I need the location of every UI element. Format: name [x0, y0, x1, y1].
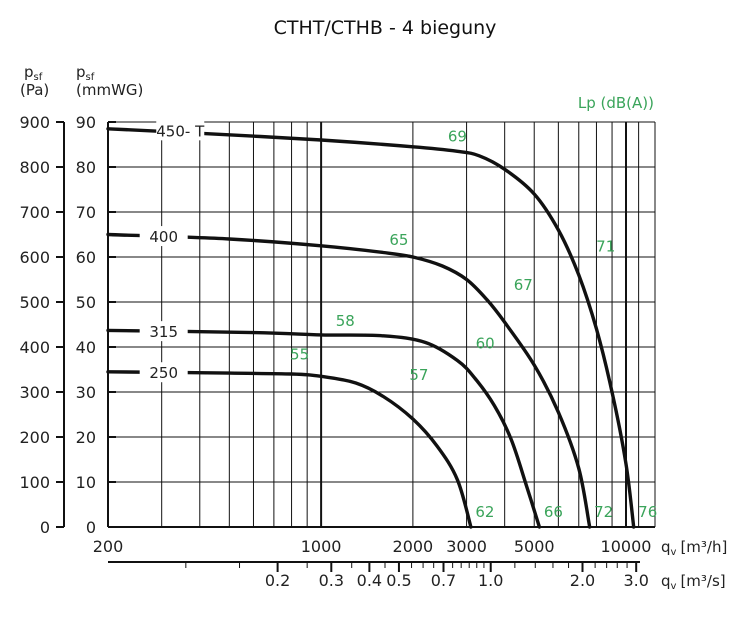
- qv-m3h-sub: v: [671, 547, 677, 558]
- qv-m3h-tick-label: 2000: [393, 537, 434, 556]
- curve-label-bg: [139, 321, 188, 342]
- left-axis-sub: sf: [34, 72, 43, 83]
- pa-tick-label: 600: [19, 248, 50, 267]
- lp-value-label: 72: [594, 503, 613, 521]
- qv-m3s-tick-label: 0.7: [431, 571, 456, 590]
- mmwg-axis-sub: sf: [86, 72, 95, 83]
- pa-tick-label: 300: [19, 383, 50, 402]
- mmwg-tick-label: 30: [76, 383, 96, 402]
- labels: Lp (dB(A)) 450- T 69 71 76 400 65 67 72 315 58 60 66…: [139, 94, 657, 521]
- curve-label-bg: [156, 120, 205, 141]
- lp-value-label: 62: [475, 503, 494, 521]
- curve-400: [106, 232, 592, 529]
- curve-name-label: 450- T: [156, 122, 205, 140]
- mmwg-tick-label: 60: [76, 248, 96, 267]
- qv-m3h-tick-label: 10000: [601, 537, 652, 556]
- pa-tick-label: 200: [19, 428, 50, 447]
- curves: [106, 127, 636, 529]
- qv-m3s-axis-label: qv [m³/s]: [661, 572, 726, 592]
- pa-tick-label: 800: [19, 158, 50, 177]
- lp-value-label: 67: [514, 276, 533, 294]
- lp-value-label: 58: [336, 312, 355, 330]
- curve-label-bg: [139, 362, 188, 383]
- lp-value-label: 65: [389, 231, 408, 249]
- lp-value-label: 69: [448, 127, 467, 145]
- left-axis-unit: (Pa): [20, 81, 49, 99]
- pa-tick-label: 500: [19, 293, 50, 312]
- lp-value-label: 57: [409, 366, 428, 384]
- curve-250: [106, 370, 473, 529]
- qv-m3h-tick-label: 1000: [301, 537, 342, 556]
- qv-m3s-tick-label: 3.0: [623, 571, 648, 590]
- curve-name-label: 315: [149, 323, 178, 341]
- mmwg-tick-label: 10: [76, 473, 96, 492]
- mmwg-tick-label: 0: [86, 518, 96, 537]
- mmwg-tick-label: 40: [76, 338, 96, 357]
- axes: psf(Pa)psf(mmWG)010020030040050060070080…: [19, 63, 727, 592]
- qv-m3s-tick-label: 1.0: [478, 571, 503, 590]
- qv-m3h-tick-label: 200: [93, 537, 124, 556]
- lp-value-label: 60: [476, 334, 495, 352]
- pa-tick-label: 0: [40, 518, 50, 537]
- curve-name-label: 400: [149, 228, 178, 246]
- lp-value-label: 55: [290, 346, 309, 364]
- pa-tick-label: 700: [19, 203, 50, 222]
- mmwg-tick-label: 70: [76, 203, 96, 222]
- lp-value-label: 66: [544, 503, 563, 521]
- qv-m3h-tick-label: 3000: [446, 537, 487, 556]
- mmwg-tick-label: 50: [76, 293, 96, 312]
- plot-frame: [107, 121, 656, 528]
- lp-value-label: 76: [638, 503, 657, 521]
- qv-m3s-unit: [m³/s]: [680, 572, 725, 590]
- qv-m3h-axis-label: qv [m³/h]: [661, 538, 727, 558]
- mmwg-axis-unit: (mmWG): [76, 81, 143, 99]
- lp-value-label: 71: [596, 238, 615, 256]
- qv-m3s-tick-label: 0.4: [357, 571, 382, 590]
- qv-m3s-sub: v: [671, 581, 677, 592]
- lp-unit-label: Lp (dB(A)): [578, 94, 654, 112]
- mmwg-axis-label: psf: [76, 63, 95, 83]
- left-axis-label: psf: [24, 63, 43, 83]
- curve-label-bg: [139, 226, 188, 247]
- chart-title: CTHT/CTHB - 4 bieguny: [274, 17, 497, 39]
- pa-tick-label: 100: [19, 473, 50, 492]
- mmwg-tick-label: 20: [76, 428, 96, 447]
- curve-name-label: 250: [149, 364, 178, 382]
- grid: [108, 122, 655, 527]
- curve-315: [106, 328, 542, 529]
- qv-m3h-tick-label: 5000: [514, 537, 555, 556]
- qv-m3h-unit: [m³/h]: [680, 538, 727, 556]
- curve-450-t: [106, 127, 636, 529]
- qv-m3s-tick-label: 0.5: [386, 571, 411, 590]
- qv-m3s-tick-label: 0.3: [319, 571, 344, 590]
- pa-tick-label: 900: [19, 113, 50, 132]
- mmwg-tick-label: 80: [76, 158, 96, 177]
- mmwg-tick-label: 90: [76, 113, 96, 132]
- pa-tick-label: 400: [19, 338, 50, 357]
- qv-m3s-tick-label: 0.2: [265, 571, 290, 590]
- qv-m3s-tick-label: 2.0: [570, 571, 595, 590]
